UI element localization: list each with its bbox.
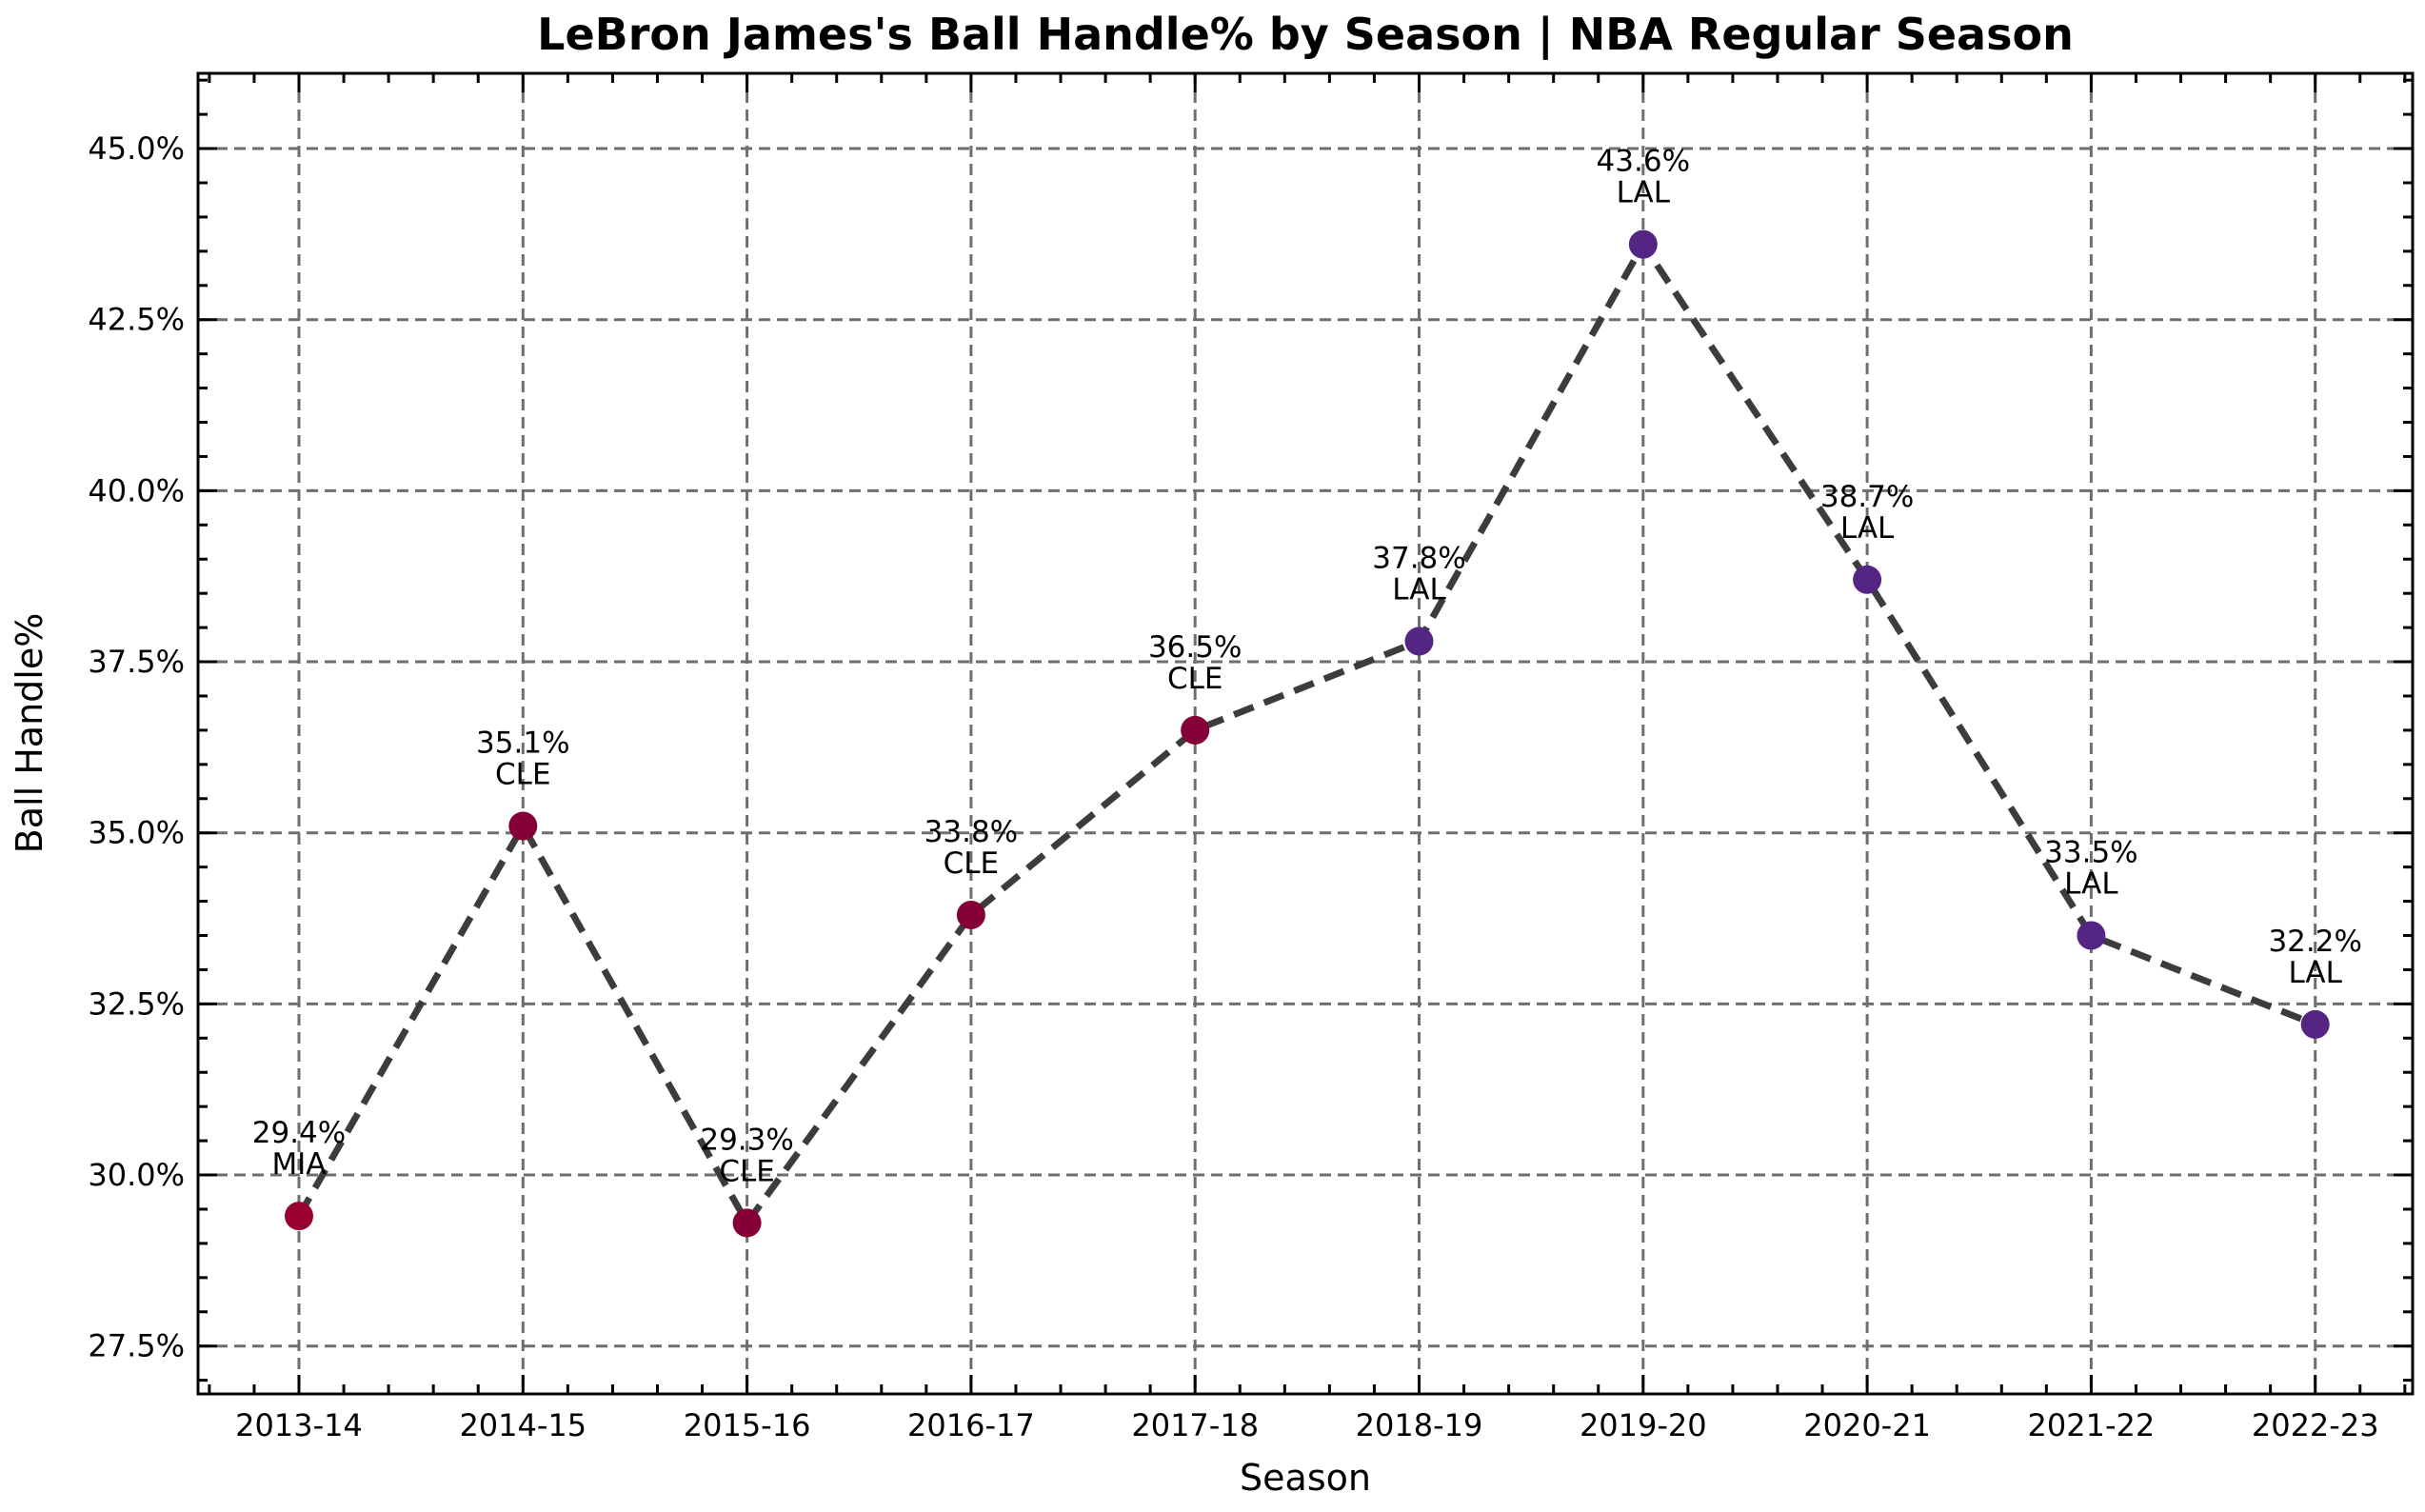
x-axis-label: Season [1240, 1457, 1371, 1499]
data-label-team: LAL [1392, 572, 1446, 607]
y-tick-label: 27.5% [88, 1328, 185, 1364]
data-label-team: MIA [271, 1147, 326, 1182]
x-tick-label: 2013-14 [235, 1407, 363, 1443]
data-label-value: 37.8% [1372, 541, 1465, 575]
x-tick-label: 2016-17 [907, 1407, 1035, 1443]
x-tick-label: 2019-20 [1580, 1407, 1707, 1443]
y-tick-label: 42.5% [88, 302, 185, 338]
y-tick-label: 35.0% [88, 815, 185, 851]
data-point [285, 1202, 313, 1231]
series [285, 229, 2330, 1238]
plot-frame [196, 71, 2415, 1396]
data-label-team: LAL [1617, 176, 1671, 210]
chart-title: LeBron James's Ball Handle% by Season | … [537, 9, 2074, 61]
data-point [1628, 229, 1658, 259]
data-point [1404, 627, 1434, 656]
axis-ticks: 27.5% 30.0% 32.5% 35.0% 37.5% 40.0% 42.5% 45.0%… [88, 73, 2413, 1443]
x-tick-label: 2021-22 [2028, 1407, 2156, 1443]
data-point [1181, 715, 1210, 745]
data-label-team: LAL [2288, 956, 2342, 990]
y-tick-label: 45.0% [88, 130, 185, 167]
data-label-value: 33.5% [2044, 836, 2137, 870]
data-label-value: 35.1% [476, 726, 569, 761]
y-axis-label: Ball Handle% [9, 613, 50, 854]
data-labels: 29.4%MIA35.1%CLE29.3%CLE33.8%CLE36.5%CLE… [252, 145, 2362, 1189]
x-tick-label: 2014-15 [459, 1407, 586, 1443]
x-tick-label: 2022-23 [2252, 1407, 2379, 1443]
data-label-value: 32.2% [2268, 925, 2361, 959]
x-tick-label: 2015-16 [684, 1407, 811, 1443]
x-tick-label: 2018-19 [1356, 1407, 1483, 1443]
data-label-team: CLE [719, 1154, 775, 1188]
data-point [1853, 565, 1882, 594]
y-tick-label: 30.0% [88, 1157, 185, 1193]
y-tick-label: 32.5% [88, 985, 185, 1022]
data-label-value: 33.8% [924, 815, 1018, 849]
data-label-team: CLE [495, 758, 551, 792]
data-point [508, 811, 538, 841]
data-label-value: 43.6% [1597, 145, 1690, 179]
data-label-value: 38.7% [1820, 480, 1914, 514]
x-tick-label: 2020-21 [1803, 1407, 1931, 1443]
data-label-value: 29.3% [700, 1123, 793, 1157]
data-label-value: 29.4% [252, 1116, 346, 1150]
y-tick-label: 37.5% [88, 644, 185, 680]
data-label-team: CLE [1167, 662, 1223, 696]
data-point [2300, 1009, 2330, 1039]
data-point [2077, 921, 2106, 950]
data-point [732, 1208, 762, 1238]
data-label-team: CLE [944, 846, 1000, 881]
x-tick-label: 2017-18 [1131, 1407, 1259, 1443]
data-label-team: LAL [1840, 511, 1895, 546]
data-label-team: LAL [2064, 867, 2118, 902]
series-line [295, 237, 2316, 1229]
data-point [956, 900, 985, 929]
y-tick-label: 40.0% [88, 472, 185, 508]
data-label-value: 36.5% [1148, 630, 1242, 665]
